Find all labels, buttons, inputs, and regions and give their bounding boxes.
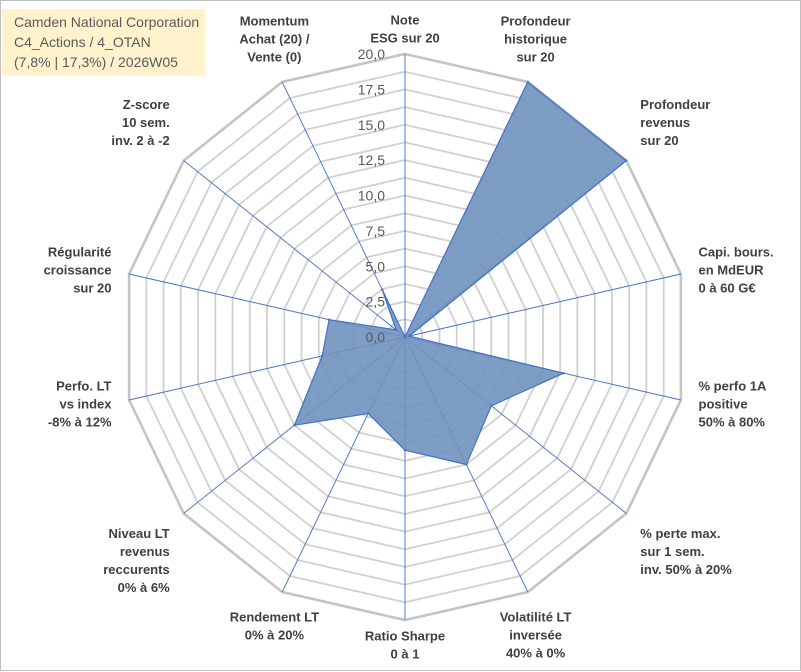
- axis-label-line: Z-score: [123, 97, 170, 112]
- axis-label-line: Profondeur: [501, 13, 571, 28]
- data-point: [490, 404, 493, 407]
- chart-title-stats: (7,8% | 17,3%) / 2026W05: [14, 54, 178, 70]
- axis-label: Profondeur historique sur 20: [501, 13, 571, 64]
- axis-label-line: Vente (0): [247, 49, 301, 64]
- tick-label: 12,5: [358, 152, 385, 168]
- axis-label: Profondeur revenus sur 20: [640, 97, 710, 148]
- axis-label-line: Rendement LT: [230, 610, 319, 625]
- axis-label: Volatilité LT inversée 40% à 0%: [500, 610, 572, 661]
- axis-label: Capi. bours. en MdEUR 0 à 60 G€: [699, 245, 774, 296]
- axis-label-line: vs index: [59, 397, 112, 412]
- axis-label: Note ESG sur 20: [370, 13, 439, 46]
- axis-spoke: [183, 160, 406, 338]
- data-point: [403, 335, 407, 339]
- axis-label-line: 0% à 20%: [245, 628, 305, 643]
- axis-label-line: Volatilité LT: [500, 610, 572, 625]
- axis-label-line: revenus: [640, 115, 690, 130]
- axis-label-line: inv. 50% à 20%: [640, 562, 732, 577]
- tick-label: 2,5: [366, 294, 386, 310]
- data-point: [407, 334, 411, 338]
- axis-label-line: 0% à 6%: [118, 580, 170, 595]
- axis-label-line: 40% à 0%: [506, 646, 566, 661]
- axis-label-line: 10 sem.: [122, 115, 170, 130]
- axis-label-line: % perfo 1A: [699, 379, 768, 394]
- chart-title-box: Camden National Corporation C4_Actions /…: [2, 9, 206, 76]
- radar-axis-labels: Note ESG sur 20 Profondeur historique sur 20…: [44, 13, 774, 662]
- axis-label: % perte max. sur 1 sem. inv. 50% à 20%: [640, 526, 732, 577]
- tick-label: 0,0: [366, 329, 386, 345]
- axis-label-line: croissance: [44, 263, 112, 278]
- tick-label: 15,0: [358, 117, 385, 133]
- data-point: [465, 463, 468, 466]
- axis-label: % perfo 1A positive 50% à 80%: [699, 379, 768, 430]
- tick-label: 7,5: [366, 223, 386, 239]
- chart-title-category: C4_Actions / 4_OTAN: [14, 34, 151, 50]
- axis-label-line: historique: [504, 31, 567, 46]
- axis-label-line: positive: [699, 397, 748, 412]
- chart-title-company: Camden National Corporation: [14, 14, 200, 30]
- tick-label: 17,5: [358, 81, 385, 97]
- axis-label-line: sur 1 sem.: [640, 544, 704, 559]
- data-point: [394, 328, 398, 332]
- axis-label-line: Niveau LT: [109, 526, 170, 541]
- tick-label: 10,0: [358, 188, 385, 204]
- data-point: [526, 80, 529, 84]
- axis-label-line: sur 20: [73, 281, 111, 296]
- axis-label-line: Profondeur: [640, 97, 710, 112]
- axis-label-line: Note: [391, 13, 420, 28]
- axis-label: Ratio Sharpe 0 à 1: [365, 629, 445, 662]
- tick-label: 5,0: [366, 258, 386, 274]
- axis-label-line: 0 à 60 G€: [699, 281, 756, 296]
- data-point: [367, 412, 370, 415]
- axis-spoke: [404, 273, 682, 338]
- axis-label-line: revenus: [120, 544, 170, 559]
- axis-label: Rendement LT 0% à 20%: [230, 610, 319, 643]
- axis-label-line: ESG sur 20: [370, 31, 439, 46]
- axis-label-line: Momentum: [240, 13, 309, 28]
- axis-label-line: Ratio Sharpe: [365, 629, 445, 644]
- data-point: [321, 354, 324, 358]
- data-point: [381, 288, 384, 291]
- axis-label-line: inversée: [509, 628, 562, 643]
- radar-tick-labels: 0,0 2,5 5,0 7,5 10,0 12,5 15,0 17,5 20,0: [358, 46, 385, 345]
- axis-label-line: sur 20: [516, 49, 554, 64]
- axis-label-line: % perte max.: [640, 526, 720, 541]
- axis-label-line: Achat (20) /: [239, 31, 309, 46]
- axis-label-line: en MdEUR: [699, 263, 765, 278]
- axis-label-line: Régularité: [48, 245, 112, 260]
- data-point: [562, 372, 565, 375]
- axis-label: Niveau LT revenus reccurents 0% à 6%: [103, 526, 170, 595]
- axis-label-line: reccurents: [103, 562, 169, 577]
- axis-label-line: 50% à 80%: [699, 415, 766, 430]
- axis-label: Perfo. LT vs index -8% à 12%: [48, 379, 112, 430]
- axis-label-line: Capi. bours.: [699, 245, 774, 260]
- radar-series: [293, 80, 628, 466]
- axis-label-line: -8% à 12%: [48, 415, 112, 430]
- data-point: [625, 159, 628, 162]
- axis-label: Momentum Achat (20) / Vente (0): [239, 13, 309, 64]
- data-point: [327, 318, 331, 321]
- axis-label: Régularité croissance sur 20: [44, 245, 112, 296]
- axis-label-line: sur 20: [640, 133, 678, 148]
- tick-label: 20,0: [358, 46, 385, 62]
- data-point: [293, 424, 296, 427]
- axis-label-line: 0 à 1: [391, 647, 420, 662]
- data-point: [403, 449, 407, 452]
- axis-label-line: Perfo. LT: [56, 379, 111, 394]
- axis-label: Z-score 10 sem. inv. 2 à -2: [111, 97, 169, 148]
- axis-label-line: inv. 2 à -2: [111, 133, 169, 148]
